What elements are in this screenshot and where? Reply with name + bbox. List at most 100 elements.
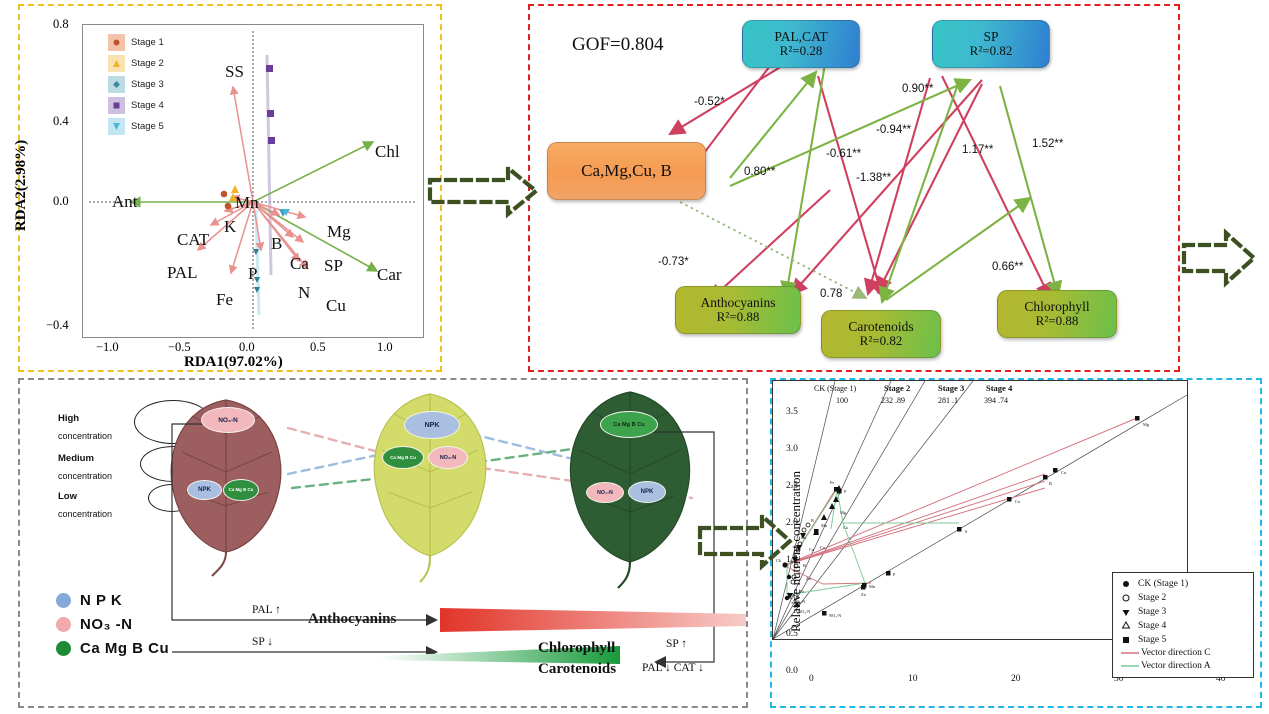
sc-top-value-1: 232 .89 bbox=[881, 396, 905, 405]
rda-vector-label-ca: Ca bbox=[290, 254, 309, 273]
panel-sem-path-diagram: GOF=0.804 bbox=[528, 4, 1180, 372]
rda-xtick-3: 0.5 bbox=[310, 340, 326, 354]
sem-coef-6: 1.17** bbox=[962, 144, 994, 156]
sem-coef-1: 0.90** bbox=[902, 83, 934, 95]
conc-legend-high-level: High bbox=[58, 413, 80, 424]
sem-node-anthocyanins-label: Anthocyanins bbox=[700, 295, 776, 311]
triangle-down-icon bbox=[1122, 610, 1130, 616]
legend-label-stage-2: Stage 2 bbox=[131, 58, 164, 69]
sc-legend: CK (Stage 1) Stage 2 Stage 3 Stage 4 Sta… bbox=[1112, 572, 1254, 678]
sem-coef-7: 1.52** bbox=[1032, 138, 1064, 150]
sem-node-carotenoids[interactable]: Carotenoids R²=0.82 bbox=[821, 310, 941, 358]
svg-text:NO₃-N: NO₃-N bbox=[829, 613, 841, 618]
arrow-sem-to-scatter bbox=[1181, 228, 1258, 288]
conc-legend-low-level: Low bbox=[58, 491, 77, 502]
filled-circle-icon bbox=[1123, 581, 1129, 587]
sc-legend-item-stage4: Stage 4 bbox=[1121, 621, 1166, 631]
rda-vector-label-b: B bbox=[271, 234, 283, 253]
leaf-dark-tag-npk: NPK bbox=[628, 481, 666, 503]
sem-coef-3: 0.80** bbox=[744, 166, 776, 178]
rda-xtick-0: −1.0 bbox=[96, 340, 119, 354]
rda-vector-label-mn: Mn bbox=[235, 193, 259, 212]
legend-swatch-stage-3 bbox=[108, 76, 125, 93]
rda-xtick-2: 0.0 bbox=[239, 340, 255, 354]
sc-ytick-7: 3.5 bbox=[786, 407, 798, 417]
nutrient-label-npk: N P K bbox=[80, 592, 123, 609]
rda-xtick-1: −0.5 bbox=[168, 340, 191, 354]
leaf-dark-tag-no3n: NO₃-N bbox=[586, 482, 624, 503]
rda-vector-label-n: N bbox=[298, 283, 311, 302]
sem-node-minerals[interactable]: Ca,Mg,Cu, B bbox=[547, 142, 706, 200]
product-label-anthocyanins: Anthocyanins bbox=[308, 611, 397, 627]
leaf-red-tag-no3n: NO₃-N bbox=[201, 407, 255, 433]
flow-label-sp-down: SP ↓ bbox=[252, 636, 273, 648]
rda-ytick-1: 0.4 bbox=[53, 114, 69, 128]
sc-top-value-0: 100 bbox=[836, 396, 848, 405]
sem-node-chlorophyll-r2: R²=0.88 bbox=[1035, 313, 1079, 329]
panel-rda-ordination: Stage 1 Stage 2 Stage 3 Stage 4 Stage 5 … bbox=[13, 4, 442, 372]
sc-legend-item-stage2: Stage 2 bbox=[1121, 593, 1166, 603]
sc-xtick-0: 0 bbox=[809, 674, 814, 684]
nutrient-legend-npk: N P K bbox=[56, 592, 122, 609]
rda-vector-label-fe: Fe bbox=[216, 290, 233, 309]
rda-vector-label-chl: Chl bbox=[375, 142, 400, 161]
sc-xtick-2: 20 bbox=[1011, 674, 1021, 684]
svg-text:Fe: Fe bbox=[800, 589, 804, 594]
nutrient-label-no3n: NO₃ -N bbox=[80, 616, 133, 633]
sem-node-carotenoids-r2: R²=0.82 bbox=[859, 333, 903, 349]
legend-swatch-stage-5 bbox=[108, 118, 125, 135]
sem-coef-8: -0.73* bbox=[658, 256, 689, 268]
svg-text:Mn: Mn bbox=[869, 584, 876, 589]
rda-ytick-0: 0.8 bbox=[53, 17, 69, 31]
svg-text:Ca: Ca bbox=[843, 525, 848, 530]
svg-text:Zn: Zn bbox=[861, 592, 867, 597]
sc-legend-item-stage3: Stage 3 bbox=[1121, 607, 1166, 617]
sc-legend-item-stage5: Stage 5 bbox=[1121, 635, 1166, 645]
flow-label-pal-cat-down: PAL ↓ CAT ↓ bbox=[642, 662, 704, 674]
rda-vector-label-k: K bbox=[224, 217, 237, 236]
nutrient-label-camgbcu: Ca Mg B Cu bbox=[80, 640, 170, 657]
rda-ytick-3: −0.4 bbox=[46, 318, 69, 332]
sem-node-sp[interactable]: SP R²=0.82 bbox=[932, 20, 1050, 68]
rda-vector-label-sp: SP bbox=[324, 256, 343, 275]
rda-plot-area bbox=[82, 24, 424, 338]
sc-ytick-1: 0.5 bbox=[786, 629, 798, 639]
rda-ytick-2: 0.0 bbox=[53, 194, 69, 208]
svg-text:Ca: Ca bbox=[820, 545, 825, 550]
sc-legend-item-vector-c: Vector direction C bbox=[1121, 648, 1211, 658]
svg-text:NO₃-N: NO₃-N bbox=[798, 609, 810, 614]
gof-label: GOF=0.804 bbox=[572, 34, 664, 55]
sem-node-pal-cat[interactable]: PAL,CAT R²=0.28 bbox=[742, 20, 860, 68]
sc-top-value-2: 281 .1 bbox=[938, 396, 958, 405]
svg-text:Mn: Mn bbox=[821, 523, 828, 528]
conc-legend-medium-sub: concentration bbox=[58, 470, 113, 481]
flow-label-pal-up: PAL ↑ bbox=[252, 604, 281, 616]
svg-text:B: B bbox=[1049, 481, 1052, 486]
conc-legend-high: High concentration bbox=[58, 408, 112, 443]
sem-node-carotenoids-label: Carotenoids bbox=[848, 319, 914, 335]
conc-legend-medium-level: Medium bbox=[58, 453, 94, 464]
sem-node-chlorophyll[interactable]: Chlorophyll R²=0.88 bbox=[997, 290, 1117, 338]
sc-top-label-3: Stage 4 bbox=[986, 383, 1013, 393]
sc-top-label-2: Stage 3 bbox=[938, 383, 965, 393]
svg-text:B: B bbox=[811, 518, 814, 523]
legend-label-stage-5: Stage 5 bbox=[131, 121, 164, 132]
sc-top-label-1: Stage 2 bbox=[884, 383, 911, 393]
flow-label-sp-up: SP ↑ bbox=[666, 638, 687, 650]
conc-legend-medium: Medium concentration bbox=[58, 448, 112, 483]
legend-swatch-stage-1 bbox=[108, 34, 125, 51]
sem-node-anthocyanins[interactable]: Anthocyanins R²=0.88 bbox=[675, 286, 801, 334]
sem-coef-9: 0.78 bbox=[820, 288, 843, 300]
sc-ytick-0: 0.0 bbox=[786, 666, 798, 676]
rda-vector-label-cat: CAT bbox=[177, 230, 210, 249]
leaf-yellow-tag-camgbcu: Ca Mg B Cu bbox=[382, 446, 424, 469]
sem-coef-4: -0.61** bbox=[826, 148, 862, 160]
rda-vector-label-pal: PAL bbox=[167, 263, 198, 282]
line-swatch-c-icon bbox=[1121, 652, 1139, 654]
sc-xtick-1: 10 bbox=[908, 674, 918, 684]
rda-vector-label-ant: Ant bbox=[112, 192, 138, 211]
nutrient-dot-no3n bbox=[56, 617, 71, 632]
svg-text:S: S bbox=[965, 529, 968, 534]
svg-text:P: P bbox=[893, 572, 896, 577]
svg-text:Mg: Mg bbox=[840, 510, 847, 515]
